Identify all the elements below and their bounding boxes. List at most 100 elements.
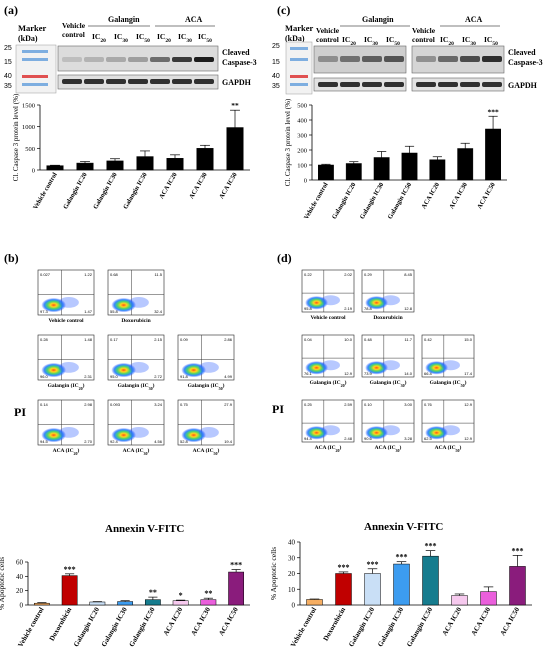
- kda-25: 25: [4, 45, 12, 52]
- quadrant-value: 2.48: [344, 436, 353, 441]
- quadrant-value: 2.31: [84, 374, 93, 379]
- x-tick-label: Galangin IC20: [62, 172, 89, 211]
- quadrant-value: 15.0: [464, 337, 473, 342]
- x-tick-label: Galangin IC20: [347, 606, 376, 649]
- flow-density: [111, 362, 136, 378]
- lane-vehicle-2: control: [316, 35, 339, 44]
- flow-plot-label: Galangin (IC20): [48, 382, 85, 391]
- bar: [509, 566, 526, 606]
- quadrant-value: 17.4: [464, 371, 473, 376]
- bar: [429, 159, 446, 181]
- group-aca: ACA: [465, 15, 483, 24]
- blot-band: [482, 82, 502, 87]
- blot-band: [128, 79, 148, 84]
- blot-band: [438, 56, 458, 62]
- band-label-gapdh: GAPDH: [222, 78, 252, 87]
- bar: [61, 575, 78, 606]
- lane-vehicle-1: Vehicle: [62, 21, 86, 30]
- y-tick-label: 400: [297, 118, 307, 125]
- x-tick-label: Galangin IC30: [92, 172, 119, 211]
- blot-band: [194, 57, 214, 62]
- flow-density: [365, 296, 388, 310]
- kda-15: 15: [272, 59, 280, 66]
- quadrant-value: 27.9: [224, 402, 233, 407]
- bar: [166, 158, 184, 171]
- flow-plot-label: Galangin (IC30): [118, 382, 155, 391]
- y-tick-label: 10: [288, 586, 296, 594]
- bar: [76, 162, 94, 171]
- quadrant-value: 4.99: [224, 374, 233, 379]
- bar: [200, 599, 217, 606]
- quadrant-value: 0.04: [304, 337, 313, 342]
- x-tick-label: ACA IC30: [190, 606, 213, 638]
- flow-plot-label: ACA (IC20): [315, 444, 342, 453]
- y-tick-label: 20: [288, 570, 296, 578]
- quadrant-value: 90.6: [364, 436, 373, 441]
- band-label-gapdh: GAPDH: [508, 81, 538, 90]
- blot-band: [460, 82, 480, 87]
- quadrant-value: 8.45: [404, 272, 413, 277]
- quadrant-value: 96.0: [40, 374, 49, 379]
- flow-density: [305, 296, 328, 310]
- y-axis-label: % Apoptotic cells: [0, 557, 6, 610]
- x-tick-label: Doxorubicin: [48, 606, 74, 642]
- bar: [136, 156, 154, 171]
- quadrant-value: 78.8: [364, 306, 373, 311]
- lane-ic-label: IC50: [198, 32, 212, 44]
- lane-ic-label: IC20: [157, 32, 171, 44]
- flow-density: [198, 427, 219, 438]
- y-tick-label: 40: [288, 539, 296, 547]
- y-tick-label: 300: [297, 133, 307, 140]
- quadrant-value: 12.9: [344, 371, 353, 376]
- flow-density: [198, 362, 219, 373]
- flow-density: [321, 360, 340, 371]
- quadrant-value: 97.3: [40, 309, 49, 314]
- marker-band: [290, 83, 308, 86]
- chart-d-apoptotic: 0 10 20 30 40 % Apoptotic cells Vehicle contro…: [269, 539, 532, 649]
- y-axis-label: % Apoptotic cells: [269, 547, 278, 600]
- flow-density: [111, 297, 136, 313]
- bar: [393, 563, 410, 606]
- blot-band: [62, 57, 82, 62]
- blot-band: [340, 82, 360, 87]
- band-label-cleaved-1: Cleaved: [508, 48, 536, 57]
- flow-plot-label: Doxorubicin: [121, 318, 150, 324]
- lane-ic-label: IC30: [114, 32, 128, 44]
- flow-plot-label: Galangin (IC50): [188, 382, 225, 391]
- bar: [172, 600, 189, 606]
- panel-d-tag: (d): [277, 251, 292, 265]
- blot-band: [416, 56, 436, 62]
- panel-b-flow: (b) PI Annexin V-FITC 0.027 1.22 97.3 1.47V…: [4, 251, 235, 535]
- flow-plot-label: Galangin (IC30): [370, 379, 407, 388]
- x-tick-label: ACA IC20: [420, 182, 441, 211]
- flow-density: [425, 426, 448, 440]
- blot-band: [106, 57, 126, 62]
- flow-density: [425, 361, 448, 375]
- quadrant-value: 0.22: [304, 272, 313, 277]
- blot-band: [172, 79, 192, 84]
- y-tick-label: 200: [297, 148, 307, 155]
- quadrant-value: 0.17: [110, 337, 119, 342]
- blot-band: [128, 57, 148, 62]
- flow-ylabel: PI: [14, 405, 26, 419]
- quadrant-value: 2.72: [154, 374, 163, 379]
- x-tick-label: Vehicle control: [289, 606, 318, 649]
- y-tick-label: 100: [297, 163, 307, 170]
- quadrant-value: 10.0: [344, 337, 353, 342]
- quadrant-value: 14.0: [404, 371, 413, 376]
- y-tick-label: 1500: [22, 103, 35, 110]
- significance-label: ***: [512, 546, 524, 555]
- flow-density: [305, 426, 328, 440]
- blot-band: [318, 56, 338, 62]
- y-tick-label: 500: [25, 146, 35, 153]
- blot-bands: [318, 56, 502, 87]
- flow-density: [58, 297, 79, 308]
- quadrant-value: 11.5: [155, 272, 163, 277]
- band-label-cleaved-2: Caspase-3: [508, 58, 543, 67]
- blot-band: [150, 57, 170, 62]
- flow-density: [365, 361, 388, 375]
- quadrant-value: 0.14: [40, 402, 49, 407]
- y-tick-label: 0: [20, 602, 24, 610]
